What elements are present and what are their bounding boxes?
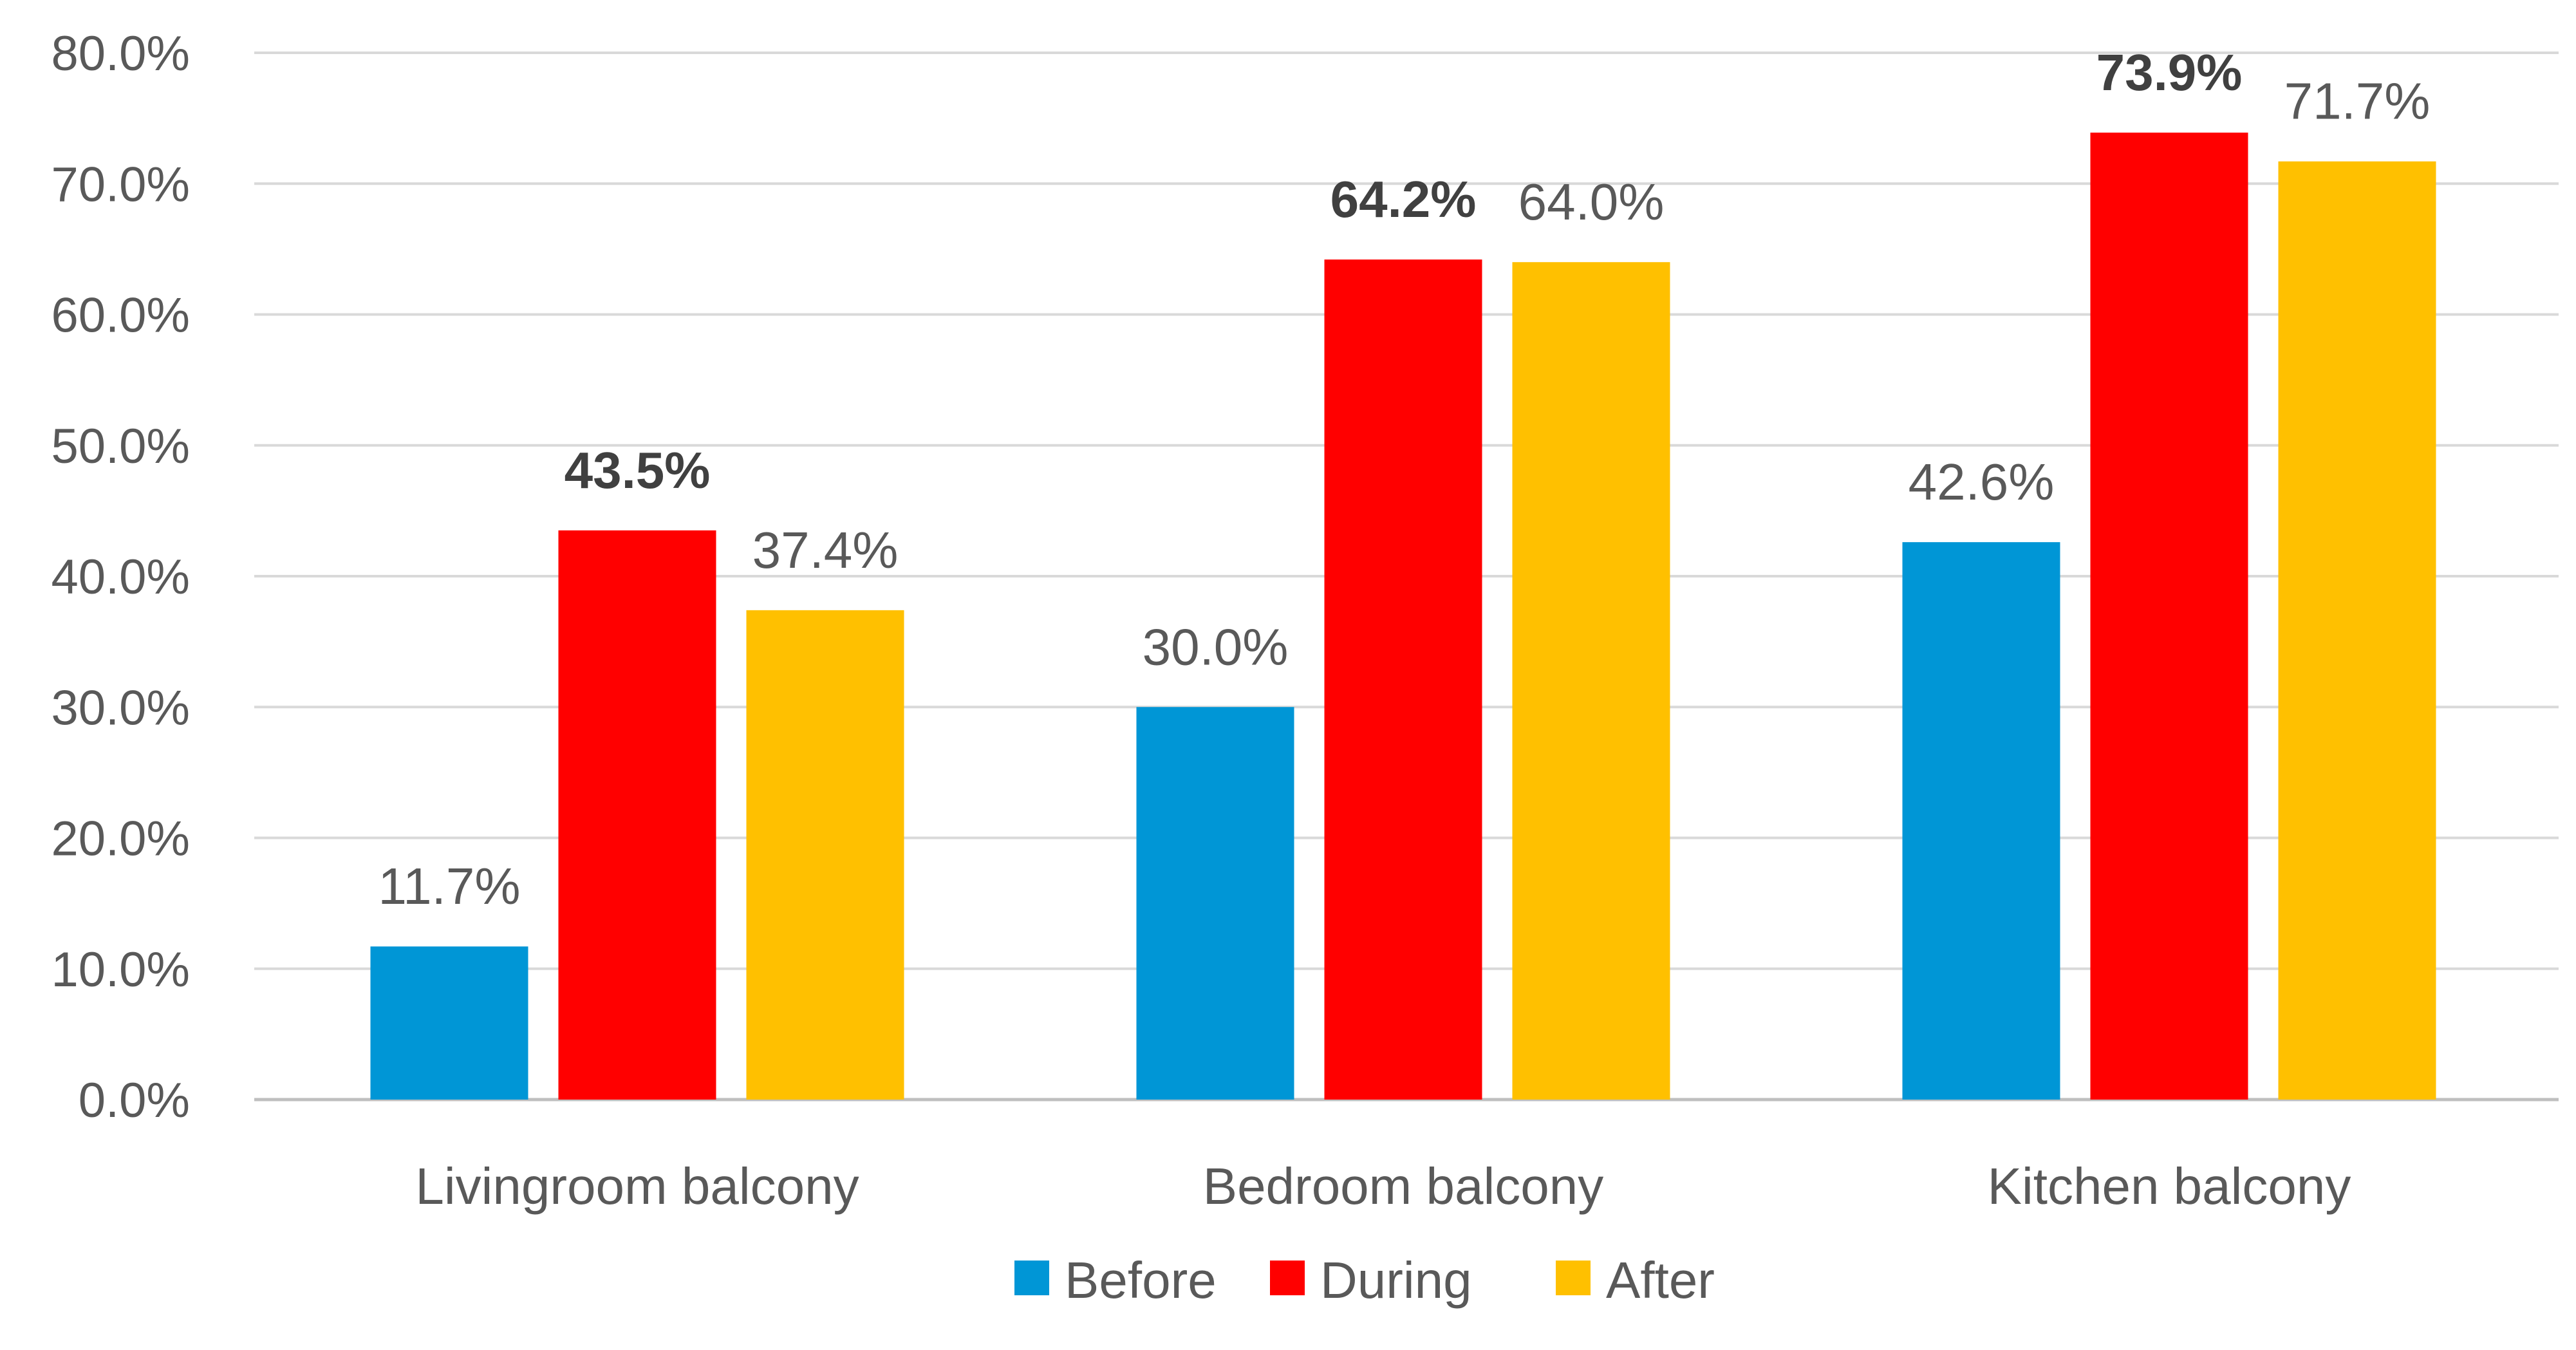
bar-during (558, 530, 716, 1100)
y-tick-label: 20.0% (51, 812, 191, 867)
bar-during (2090, 132, 2248, 1100)
bar-during (1324, 259, 1482, 1100)
bars (370, 132, 2436, 1100)
data-labels: 11.7% 43.5% 37.4% 30.0% 64.2% 64.0% 42.6% 73.9%… (378, 44, 2431, 915)
legend-label: After (1606, 1252, 1715, 1309)
x-category-label: Kitchen balcony (1988, 1158, 2351, 1215)
bar-after (746, 610, 904, 1100)
data-label: 11.7% (378, 858, 521, 915)
x-category-label: Livingroom balcony (415, 1158, 859, 1215)
bar-after (2278, 161, 2436, 1100)
legend: Before During After (1014, 1252, 1715, 1309)
data-label: 64.0% (1518, 173, 1665, 230)
data-label: 73.9% (2096, 44, 2243, 101)
y-tick-label: 80.0% (51, 26, 191, 81)
y-tick-label: 60.0% (51, 288, 191, 343)
bar-before (370, 946, 528, 1100)
x-category-label: Bedroom balcony (1203, 1158, 1604, 1215)
y-tick-label: 70.0% (51, 157, 191, 212)
data-label: 30.0% (1143, 618, 1289, 675)
legend-swatch-after (1556, 1261, 1591, 1295)
bar-after (1512, 262, 1670, 1100)
data-label: 64.2% (1330, 171, 1477, 228)
x-axis-category-labels: Livingroom balcony Bedroom balcony Kitchen… (415, 1158, 2351, 1215)
bar-before (1136, 707, 1294, 1100)
y-tick-label: 40.0% (51, 550, 191, 605)
y-tick-label: 50.0% (51, 419, 191, 474)
data-label: 42.6% (1909, 453, 2055, 511)
y-tick-label: 10.0% (51, 942, 191, 997)
data-label: 43.5% (565, 442, 711, 499)
y-tick-label: 30.0% (51, 680, 191, 735)
y-axis-tick-labels: 0.0% 10.0% 20.0% 30.0% 40.0% 50.0% 60.0% 70.0% 8… (51, 26, 191, 1128)
data-label: 71.7% (2284, 73, 2431, 130)
legend-swatch-before (1014, 1261, 1049, 1295)
legend-swatch-during (1270, 1261, 1305, 1295)
y-tick-label: 0.0% (79, 1073, 190, 1128)
legend-label: During (1320, 1252, 1472, 1309)
legend-label: Before (1065, 1252, 1217, 1309)
data-label: 37.4% (752, 521, 899, 579)
bar-before (1902, 542, 2060, 1100)
